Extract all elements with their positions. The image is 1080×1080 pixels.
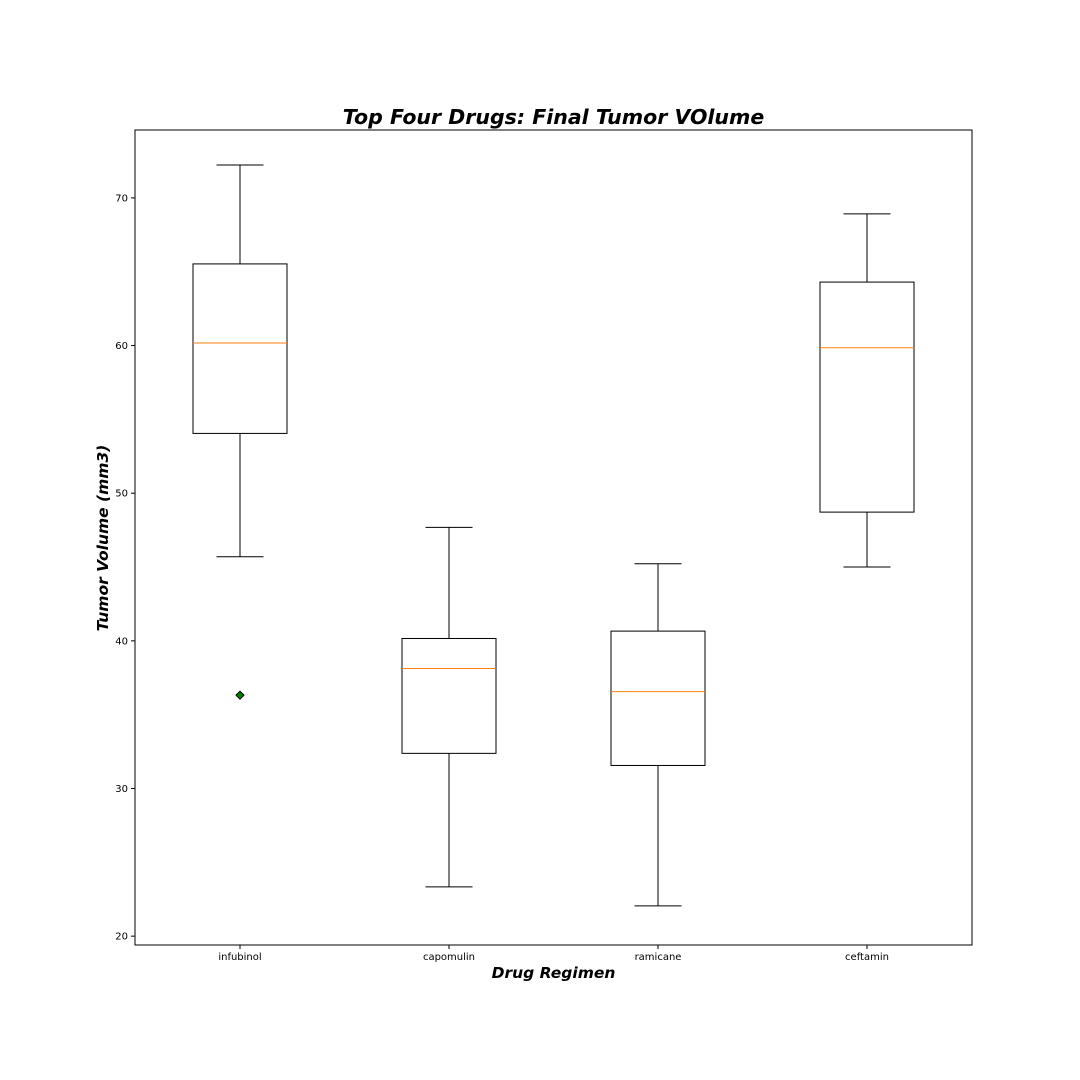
iqr-box xyxy=(192,263,288,434)
y-axis-label: Tumor Volume (mm3) xyxy=(94,445,112,632)
x-tick-label: capomulin xyxy=(423,952,475,963)
y-tick-label: 60 xyxy=(115,341,128,352)
outlier-point xyxy=(235,690,245,700)
box-capomulin xyxy=(401,526,497,888)
y-tick-label: 40 xyxy=(115,636,128,647)
iqr-box xyxy=(819,281,915,513)
plot-area-frame xyxy=(134,129,973,946)
iqr-box xyxy=(610,630,706,766)
x-tick-label: ceftamin xyxy=(845,952,889,963)
x-tick-label: infubinol xyxy=(218,952,261,963)
x-axis-label: Drug Regimen xyxy=(492,964,616,982)
y-tick-label: 20 xyxy=(115,932,128,943)
box-ceftamin xyxy=(819,213,915,568)
y-tick-label: 70 xyxy=(115,193,128,204)
box-series xyxy=(192,164,915,907)
chart-title: Top Four Drugs: Final Tumor VOlume xyxy=(343,105,765,129)
x-axis: infubinol capomulin ramicane ceftamin xyxy=(218,945,889,963)
y-tick-label: 50 xyxy=(115,489,128,500)
box-ramicane xyxy=(610,563,706,907)
x-tick-label: ramicane xyxy=(635,952,682,963)
y-tick-label: 30 xyxy=(115,784,128,795)
iqr-box xyxy=(401,637,497,754)
box-infubinol xyxy=(192,164,288,700)
y-axis: 20 30 40 50 60 70 xyxy=(115,193,135,943)
